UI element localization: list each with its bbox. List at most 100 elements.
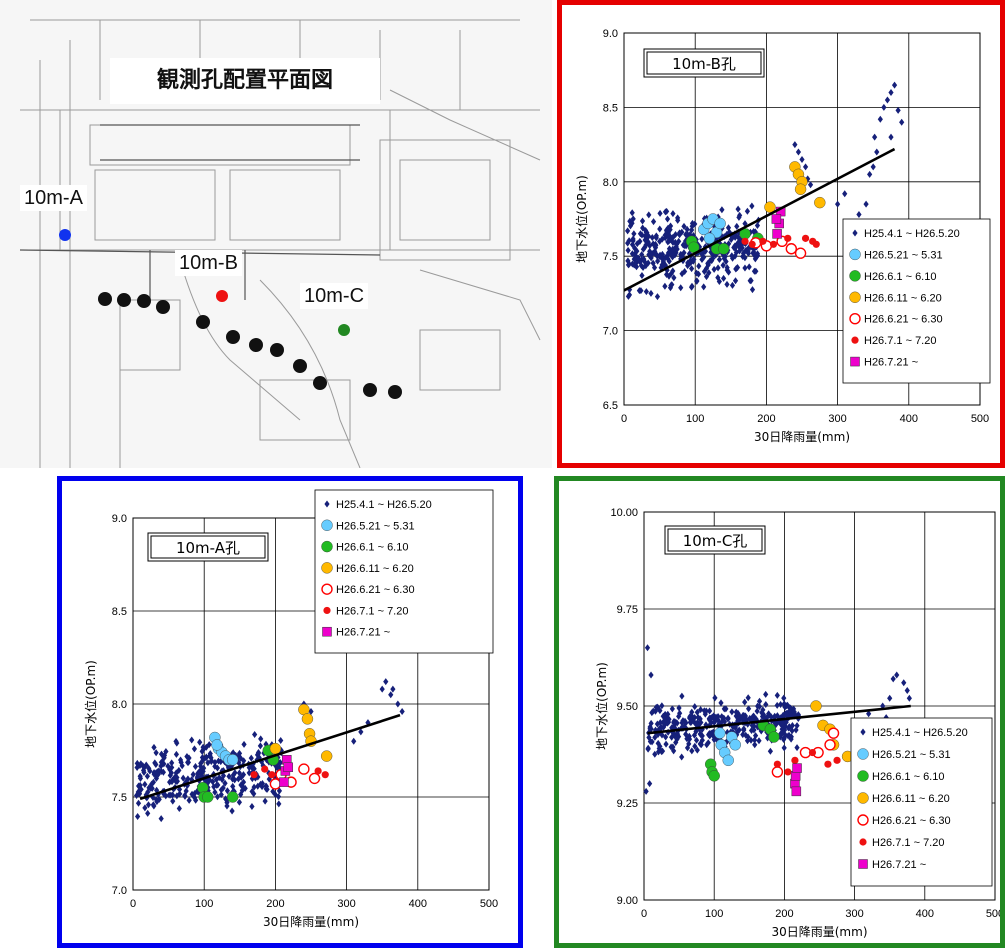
point-period-1 (706, 269, 712, 277)
point-period-3 (202, 791, 214, 803)
point-period-1 (781, 736, 787, 744)
point-period-1 (176, 805, 182, 813)
legend-label: H26.6.21 ~ 6.30 (872, 815, 951, 827)
point-period-1 (763, 700, 769, 708)
point-period-1 (745, 705, 752, 713)
point-period-1 (703, 264, 710, 272)
point-period-1 (732, 252, 738, 260)
legend-marker (857, 748, 869, 760)
map-title: 観測孔配置平面図 (110, 58, 380, 104)
y-tick-label: 8.5 (603, 102, 618, 114)
point-period-2 (729, 739, 741, 751)
point-period-1 (670, 210, 676, 218)
point-period-1 (183, 787, 189, 795)
point-period-1 (629, 209, 635, 217)
point-period-1 (259, 783, 265, 791)
point-period-1 (703, 273, 710, 281)
point-period-1 (887, 694, 893, 702)
point-period-1 (379, 685, 385, 693)
point-period-1 (278, 737, 284, 745)
trend-line (647, 704, 911, 735)
y-axis-label: 地下水位(OP.m) (83, 660, 98, 748)
y-tick-label: 9.00 (617, 895, 638, 907)
x-tick-label: 200 (775, 908, 793, 920)
x-tick-label: 200 (757, 413, 775, 425)
x-tick-label: 100 (195, 898, 213, 910)
point-period-1 (872, 133, 878, 141)
point-period-1 (763, 690, 769, 698)
point-period-1 (276, 800, 282, 808)
point-period-1 (697, 715, 703, 723)
point-period-1 (179, 762, 185, 770)
point-period-1 (627, 222, 634, 230)
point-period-1 (693, 736, 700, 744)
y-tick-label: 8.0 (112, 699, 127, 711)
point-period-1 (653, 241, 659, 249)
legend-marker (850, 356, 860, 367)
point-period-4 (301, 713, 314, 725)
point-period-1 (657, 718, 663, 726)
point-period-1 (161, 754, 167, 762)
point-period-1 (719, 206, 725, 214)
x-tick-label: 200 (266, 898, 284, 910)
point-period-1 (170, 797, 176, 805)
point-period-1 (218, 786, 224, 794)
x-axis-label: 30日降雨量(mm) (754, 430, 850, 444)
point-period-1 (779, 725, 785, 733)
point-period-1 (218, 791, 224, 799)
point-period-2 (226, 754, 239, 766)
legend-label: H26.6.11 ~ 6.20 (872, 793, 950, 805)
point-period-1 (158, 815, 164, 823)
point-period-4 (269, 742, 282, 755)
point-period-2 (714, 217, 726, 230)
point-period-1 (701, 283, 707, 291)
trend-line (623, 147, 896, 292)
point-period-1 (750, 713, 756, 721)
chart-title: 10m-A孔 (176, 539, 240, 557)
point-period-1 (745, 244, 752, 252)
point-period-1 (655, 257, 661, 265)
site-map: 観測孔配置平面図 10m-A 10m-B 10m-C (0, 0, 552, 468)
point-period-7 (772, 229, 782, 239)
well-a-marker (59, 229, 71, 241)
point-period-1 (729, 281, 736, 289)
chart-title: 10m-B孔 (672, 55, 736, 73)
x-tick-label: 0 (641, 908, 647, 920)
point-period-1 (246, 769, 252, 777)
point-period-6 (833, 756, 841, 764)
point-period-1 (241, 740, 247, 748)
point-period-1 (720, 274, 727, 282)
point-period-1 (645, 744, 651, 752)
point-period-1 (644, 644, 651, 652)
x-tick-label: 400 (900, 413, 918, 425)
point-period-1 (258, 735, 264, 743)
point-period-1 (783, 711, 790, 719)
point-period-1 (711, 265, 717, 273)
point-period-5 (308, 772, 321, 785)
point-period-6 (784, 234, 792, 242)
point-period-1 (756, 737, 762, 745)
point-period-1 (169, 763, 175, 771)
legend-marker (857, 792, 869, 804)
x-tick-label: 500 (971, 413, 989, 425)
point-period-1 (666, 245, 673, 253)
wall-well-markers (98, 292, 402, 399)
point-period-1 (388, 691, 394, 699)
point-period-1 (725, 714, 731, 722)
legend-label: H26.7.1 ~ 7.20 (864, 335, 936, 347)
point-period-1 (638, 262, 645, 270)
point-period-4 (320, 750, 333, 762)
x-tick-label: 100 (705, 908, 723, 920)
point-period-1 (646, 211, 652, 219)
y-tick-label: 9.50 (617, 701, 638, 713)
point-period-1 (732, 724, 738, 732)
point-period-6 (791, 756, 799, 764)
point-period-1 (207, 776, 213, 784)
point-period-1 (696, 262, 702, 270)
legend-label: H26.7.1 ~ 7.20 (872, 837, 944, 849)
point-period-1 (399, 707, 405, 715)
point-period-5 (771, 766, 784, 778)
y-tick-label: 7.5 (603, 251, 618, 263)
point-period-1 (390, 685, 396, 693)
point-period-1 (669, 705, 675, 713)
